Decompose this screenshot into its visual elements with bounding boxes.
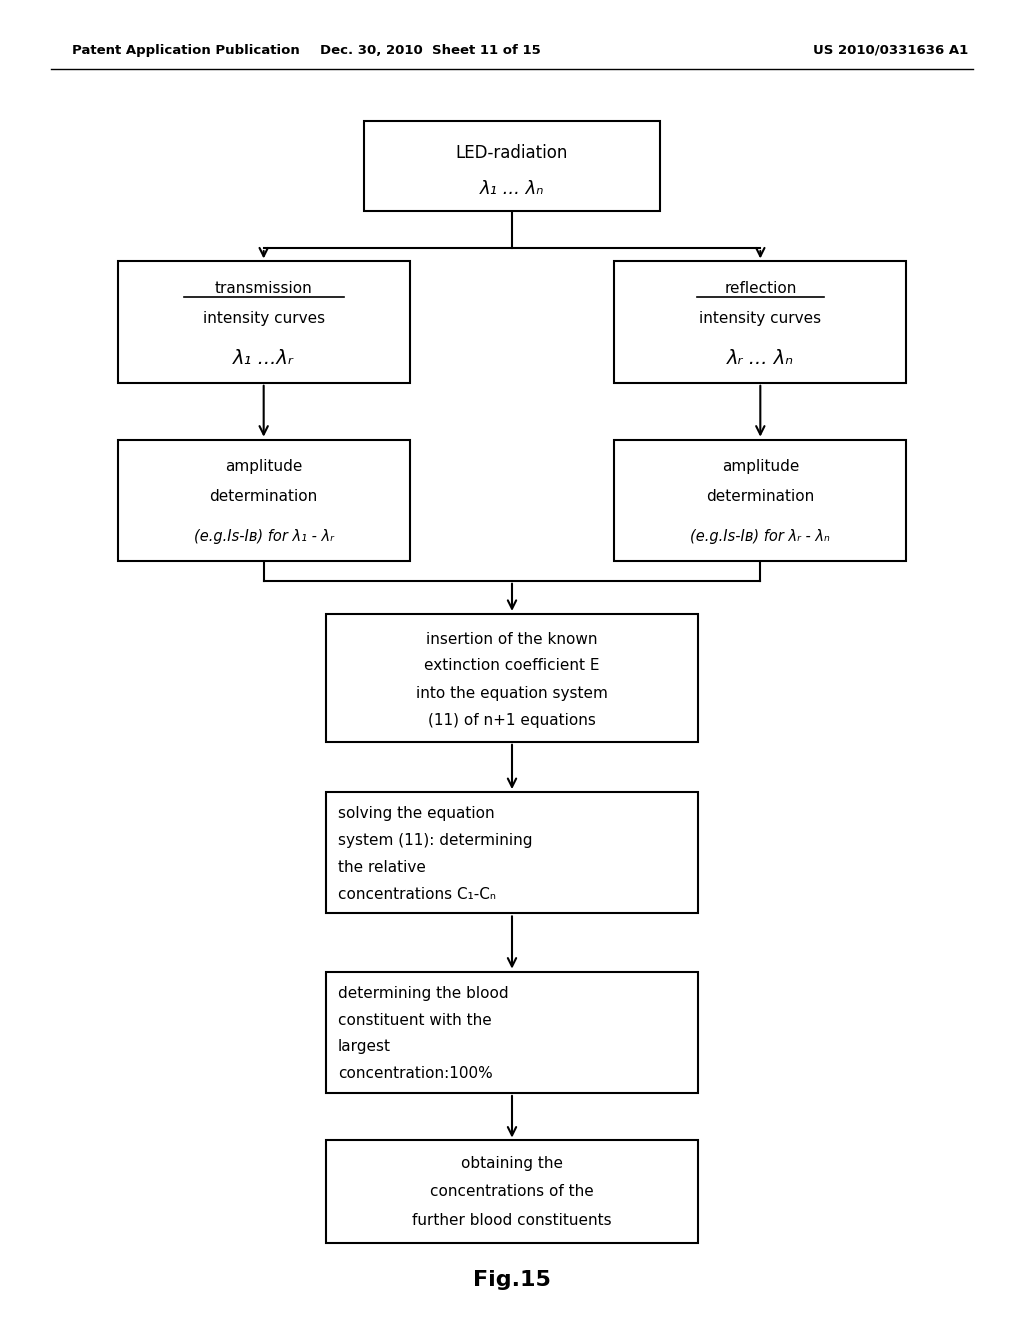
Text: intensity curves: intensity curves bbox=[203, 312, 325, 326]
Text: obtaining the: obtaining the bbox=[461, 1155, 563, 1171]
Text: transmission: transmission bbox=[215, 281, 312, 296]
Text: extinction coefficient E: extinction coefficient E bbox=[424, 657, 600, 672]
Text: determination: determination bbox=[707, 490, 814, 504]
Text: insertion of the known: insertion of the known bbox=[426, 632, 598, 647]
Bar bbox=[118, 261, 410, 383]
Bar bbox=[614, 440, 906, 561]
Text: US 2010/0331636 A1: US 2010/0331636 A1 bbox=[813, 44, 969, 57]
Text: reflection: reflection bbox=[724, 281, 797, 296]
Text: constituent with the: constituent with the bbox=[338, 1012, 492, 1027]
Text: concentrations C₁-Cₙ: concentrations C₁-Cₙ bbox=[338, 887, 496, 902]
Text: (11) of n+1 equations: (11) of n+1 equations bbox=[428, 713, 596, 727]
Text: amplitude: amplitude bbox=[722, 459, 799, 474]
Text: system (11): determining: system (11): determining bbox=[338, 833, 532, 847]
Text: determining the blood: determining the blood bbox=[338, 986, 509, 1001]
Text: (e.g.Is-Iʙ) for λᵣ - λₙ: (e.g.Is-Iʙ) for λᵣ - λₙ bbox=[690, 529, 830, 544]
Text: into the equation system: into the equation system bbox=[416, 685, 608, 701]
Text: Dec. 30, 2010  Sheet 11 of 15: Dec. 30, 2010 Sheet 11 of 15 bbox=[319, 44, 541, 57]
Text: concentration:100%: concentration:100% bbox=[338, 1067, 493, 1081]
Bar bbox=[326, 792, 698, 913]
Text: λ₁ ... λₙ: λ₁ ... λₙ bbox=[480, 180, 544, 198]
Bar bbox=[326, 614, 698, 742]
Text: Fig.15: Fig.15 bbox=[473, 1270, 551, 1291]
Text: LED-radiation: LED-radiation bbox=[456, 144, 568, 162]
Bar bbox=[364, 121, 660, 211]
Text: amplitude: amplitude bbox=[225, 459, 302, 474]
Text: λᵣ ... λₙ: λᵣ ... λₙ bbox=[727, 348, 794, 368]
Text: the relative: the relative bbox=[338, 859, 426, 875]
Text: (e.g.Is-Iʙ) for λ₁ - λᵣ: (e.g.Is-Iʙ) for λ₁ - λᵣ bbox=[194, 529, 334, 544]
Bar bbox=[326, 972, 698, 1093]
Text: determination: determination bbox=[210, 490, 317, 504]
Bar bbox=[614, 261, 906, 383]
Text: solving the equation: solving the equation bbox=[338, 807, 495, 821]
Text: concentrations of the: concentrations of the bbox=[430, 1184, 594, 1200]
Text: λ₁ ...λᵣ: λ₁ ...λᵣ bbox=[233, 348, 294, 368]
Text: Patent Application Publication: Patent Application Publication bbox=[72, 44, 299, 57]
Text: intensity curves: intensity curves bbox=[699, 312, 821, 326]
Text: further blood constituents: further blood constituents bbox=[413, 1213, 611, 1229]
Bar bbox=[118, 440, 410, 561]
Text: largest: largest bbox=[338, 1039, 391, 1055]
Bar bbox=[326, 1140, 698, 1243]
